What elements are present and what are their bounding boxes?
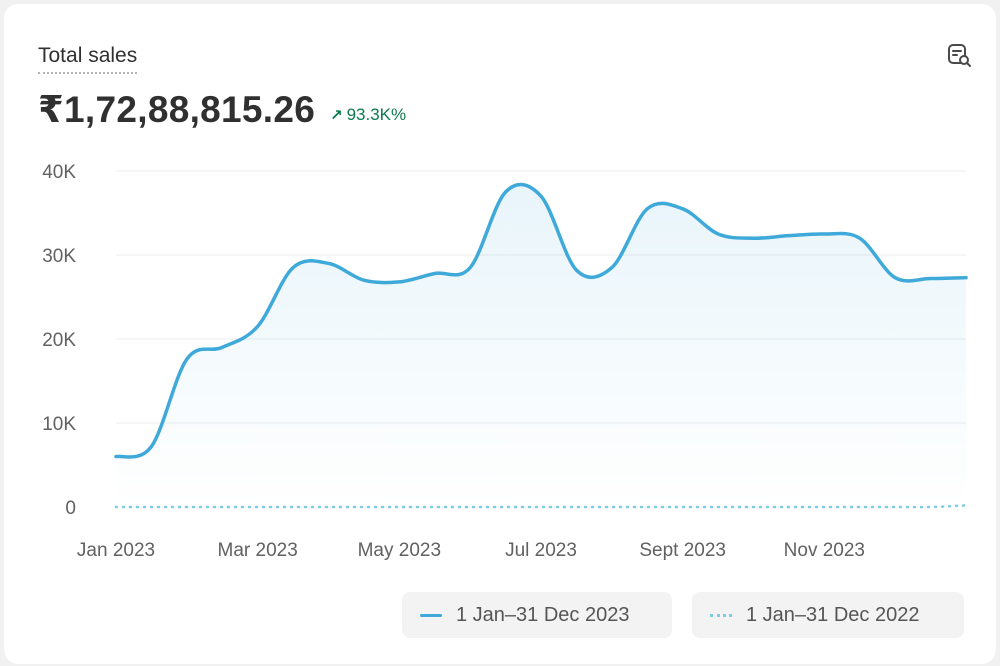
legend-solid-line-icon — [420, 613, 442, 617]
y-tick-label: 30K — [42, 246, 76, 267]
change-badge: ↗ 93.3K% — [330, 105, 406, 125]
total-sales-value: ₹1,72,88,815.26 — [38, 89, 316, 130]
x-tick-label: Jan 2023 — [77, 540, 155, 561]
legend-label: 1 Jan–31 Dec 2023 — [456, 603, 630, 626]
card-title[interactable]: Total sales — [38, 44, 138, 74]
legend-dotted-line-icon — [710, 613, 732, 617]
legend-item-2022[interactable]: 1 Jan–31 Dec 2022 — [692, 592, 964, 638]
y-tick-label: 0 — [65, 498, 76, 519]
y-axis: 40K 30K 20K 10K 0 — [42, 162, 76, 519]
y-tick-label: 10K — [42, 414, 76, 435]
x-axis: Jan 2023 Mar 2023 May 2023 Jul 2023 Sept 202… — [77, 540, 865, 561]
series-group — [114, 182, 968, 509]
x-tick-label: Nov 2023 — [784, 540, 865, 561]
x-tick-label: Sept 2023 — [639, 540, 726, 561]
change-value: 93.3K% — [346, 105, 407, 124]
chart-search-icon[interactable] — [944, 40, 974, 70]
legend-item-2023[interactable]: 1 Jan–31 Dec 2023 — [402, 592, 672, 638]
x-tick-label: Mar 2023 — [218, 540, 298, 561]
x-tick-label: Jul 2023 — [505, 540, 577, 561]
legend-label: 1 Jan–31 Dec 2022 — [746, 603, 920, 626]
series-line-2023 — [114, 182, 968, 459]
arrow-up-right-icon: ↗ — [330, 107, 343, 124]
y-tick-label: 40K — [42, 162, 76, 183]
y-tick-label: 20K — [42, 330, 76, 351]
x-tick-label: May 2023 — [358, 540, 441, 561]
